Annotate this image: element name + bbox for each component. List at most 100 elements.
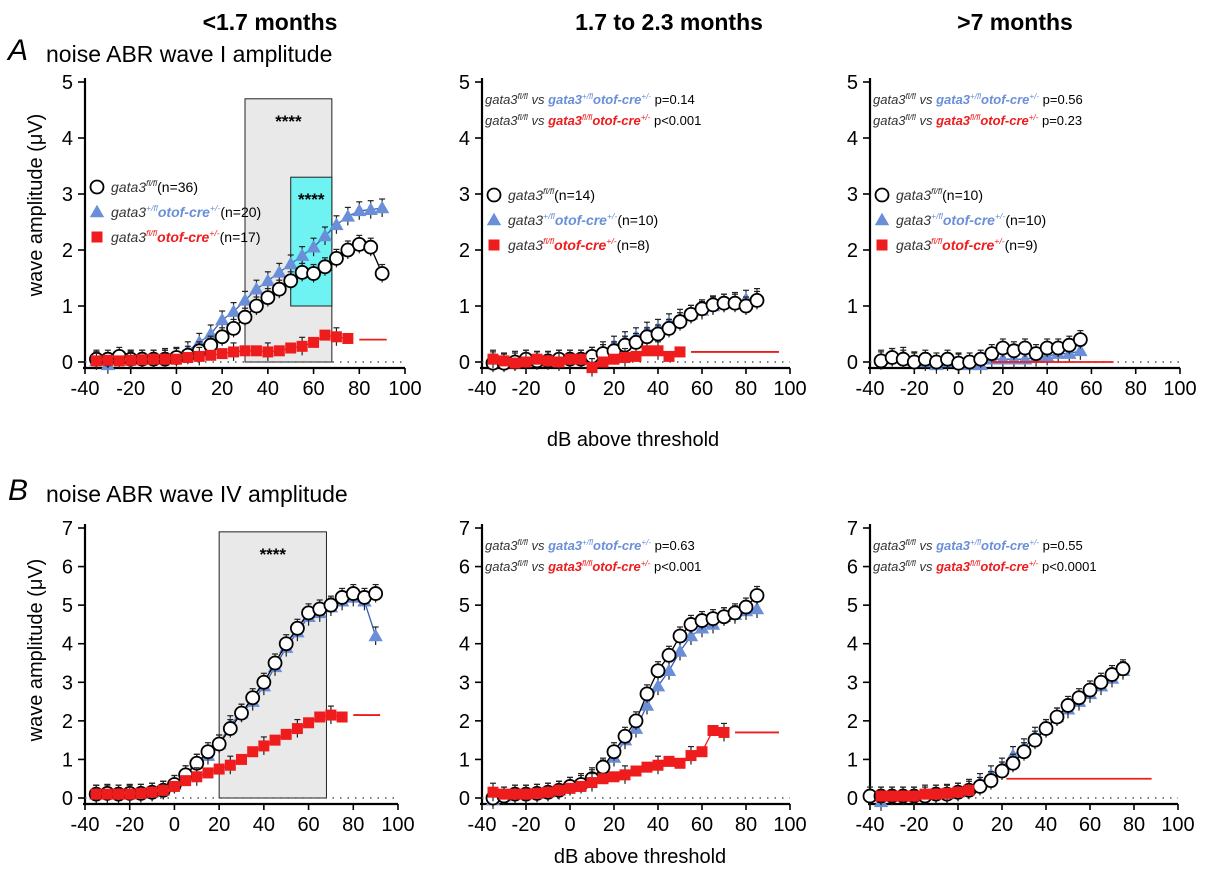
x-tick-label: 0 [169, 814, 180, 836]
y-tick-label: 3 [62, 672, 73, 694]
plot-area: ********-40 -20 0 20 40 60 80 100012345gata3fl/… [62, 72, 1197, 836]
data-point-wt [672, 314, 688, 330]
data-point-ko [619, 769, 631, 781]
chart-a1: ********-40 -20 0 20 40 60 80 100012345gata3fl/… [62, 72, 422, 400]
stat-cmp-cre: otof-cre [593, 92, 641, 107]
genotype-count: (n=10) [1005, 212, 1046, 228]
stat-ref-sup: fl/fl [906, 92, 916, 101]
stat-line: gata3fl/fl vs gata3fl/flotof-cre+/- p<0.… [873, 559, 1097, 574]
stat-cmp-gene: gata3 [547, 559, 583, 574]
x-tick-label: 40 [253, 814, 275, 836]
y-tick-label: 4 [459, 128, 470, 150]
stat-cmp-sup: fl/fl [970, 113, 980, 122]
data-point-ko [296, 340, 308, 352]
y-tick-label: 1 [847, 749, 858, 771]
x-tick-label: 40 [647, 378, 669, 400]
y-tick-label: 1 [459, 296, 470, 318]
data-point-ko [696, 746, 708, 758]
data-point-ko [487, 353, 499, 365]
y-tick-label: 6 [847, 557, 858, 579]
genotype-superscript: +/- [210, 203, 220, 213]
legend-marker-ko [488, 239, 500, 251]
stat-cmp-sup: fl/fl [582, 113, 592, 122]
genotype-count: (n=14) [554, 187, 595, 203]
x-tick-label: 60 [691, 378, 713, 400]
y-tick-label: 2 [62, 711, 73, 733]
data-point-wt [595, 759, 611, 775]
data-point-ko [952, 786, 964, 798]
data-point-wt [245, 690, 261, 706]
y-tick-label: 0 [62, 788, 73, 810]
data-point-ko [586, 777, 598, 789]
data-point-wt [1060, 698, 1076, 713]
x-tick-label: 100 [381, 814, 414, 836]
x-tick-label: -40 [71, 814, 100, 836]
legend-marker-wt [874, 187, 890, 203]
genotype-superscript: fl/fl [146, 228, 158, 238]
stat-ref-gene: gata3 [873, 113, 906, 128]
data-point-ko [303, 717, 315, 729]
stat-vs: vs [528, 538, 548, 553]
data-point-ko [90, 788, 102, 800]
genotype-cre: otof-cre [157, 229, 209, 245]
stat-cmp-sup: +/- [641, 559, 651, 568]
genotype-superscript: fl/fl [543, 186, 555, 196]
x-tick-label: 20 [992, 378, 1014, 400]
data-point-ko [258, 740, 270, 752]
data-point-wt [211, 736, 227, 752]
x-tick-label: 0 [952, 814, 963, 836]
data-point-wt [306, 266, 321, 281]
data-point-ko [674, 757, 686, 769]
data-point-het [226, 304, 241, 317]
genotype-superscript: +/- [606, 236, 616, 246]
stat-cmp-sup: fl/fl [582, 559, 592, 568]
stat-p-value: p<0.001 [650, 113, 701, 128]
data-point-wt [1115, 661, 1131, 677]
panel-b-title: noise ABR wave IV amplitude [46, 481, 348, 507]
data-point-ko [542, 355, 554, 367]
data-point-ko [586, 362, 598, 374]
data-point-wt [323, 597, 339, 613]
data-point-ko [575, 353, 587, 365]
stat-ref-sup: fl/fl [906, 559, 916, 568]
x-tick-label: 60 [691, 814, 713, 836]
x-tick-label: -20 [900, 378, 929, 400]
data-point-wt [1071, 690, 1087, 706]
data-point-het [352, 203, 367, 217]
x-tick-label: 40 [647, 814, 669, 836]
data-point-ko [216, 348, 228, 360]
data-point-het [639, 698, 655, 711]
x-tick-label: 100 [1163, 378, 1196, 400]
data-point-wt [368, 586, 384, 601]
column-label-1: <1.7 months [203, 9, 338, 35]
data-point-ko [314, 711, 326, 723]
data-point-wt [1016, 744, 1032, 760]
y-tick-label: 3 [62, 184, 73, 206]
genotype-count: (n=10) [617, 212, 658, 228]
y-tick-label: 4 [62, 128, 73, 150]
data-point-het [249, 281, 264, 295]
stat-cmp-cre: otof-cre [981, 538, 1029, 553]
stat-cmp-gene: gata3 [935, 538, 971, 553]
stat-cmp-gene: gata3 [935, 113, 971, 128]
genotype-superscript: +/- [607, 211, 617, 221]
stat-cmp-gene: gata3 [547, 92, 583, 107]
data-point-ko [531, 353, 543, 365]
stat-cmp-gene: gata3 [935, 559, 971, 574]
data-point-het [272, 265, 287, 278]
data-point-het [329, 217, 344, 231]
genotype-gene: gata3 [508, 237, 543, 253]
data-point-wt [983, 773, 999, 789]
genotype-superscript: +/fl [543, 211, 556, 221]
x-tick-label: 80 [1123, 814, 1145, 836]
genotype-label: gata3fl/fl(n=10) [896, 186, 983, 203]
x-tick-label: 100 [773, 814, 806, 836]
stat-cmp-sup: +/- [641, 113, 651, 122]
x-tick-label: 60 [297, 814, 319, 836]
genotype-gene: gata3 [111, 179, 146, 195]
data-point-ko [652, 759, 664, 771]
data-point-wt [639, 686, 655, 702]
stat-p-value: p<0.001 [650, 559, 701, 574]
data-point-wt [374, 266, 390, 281]
